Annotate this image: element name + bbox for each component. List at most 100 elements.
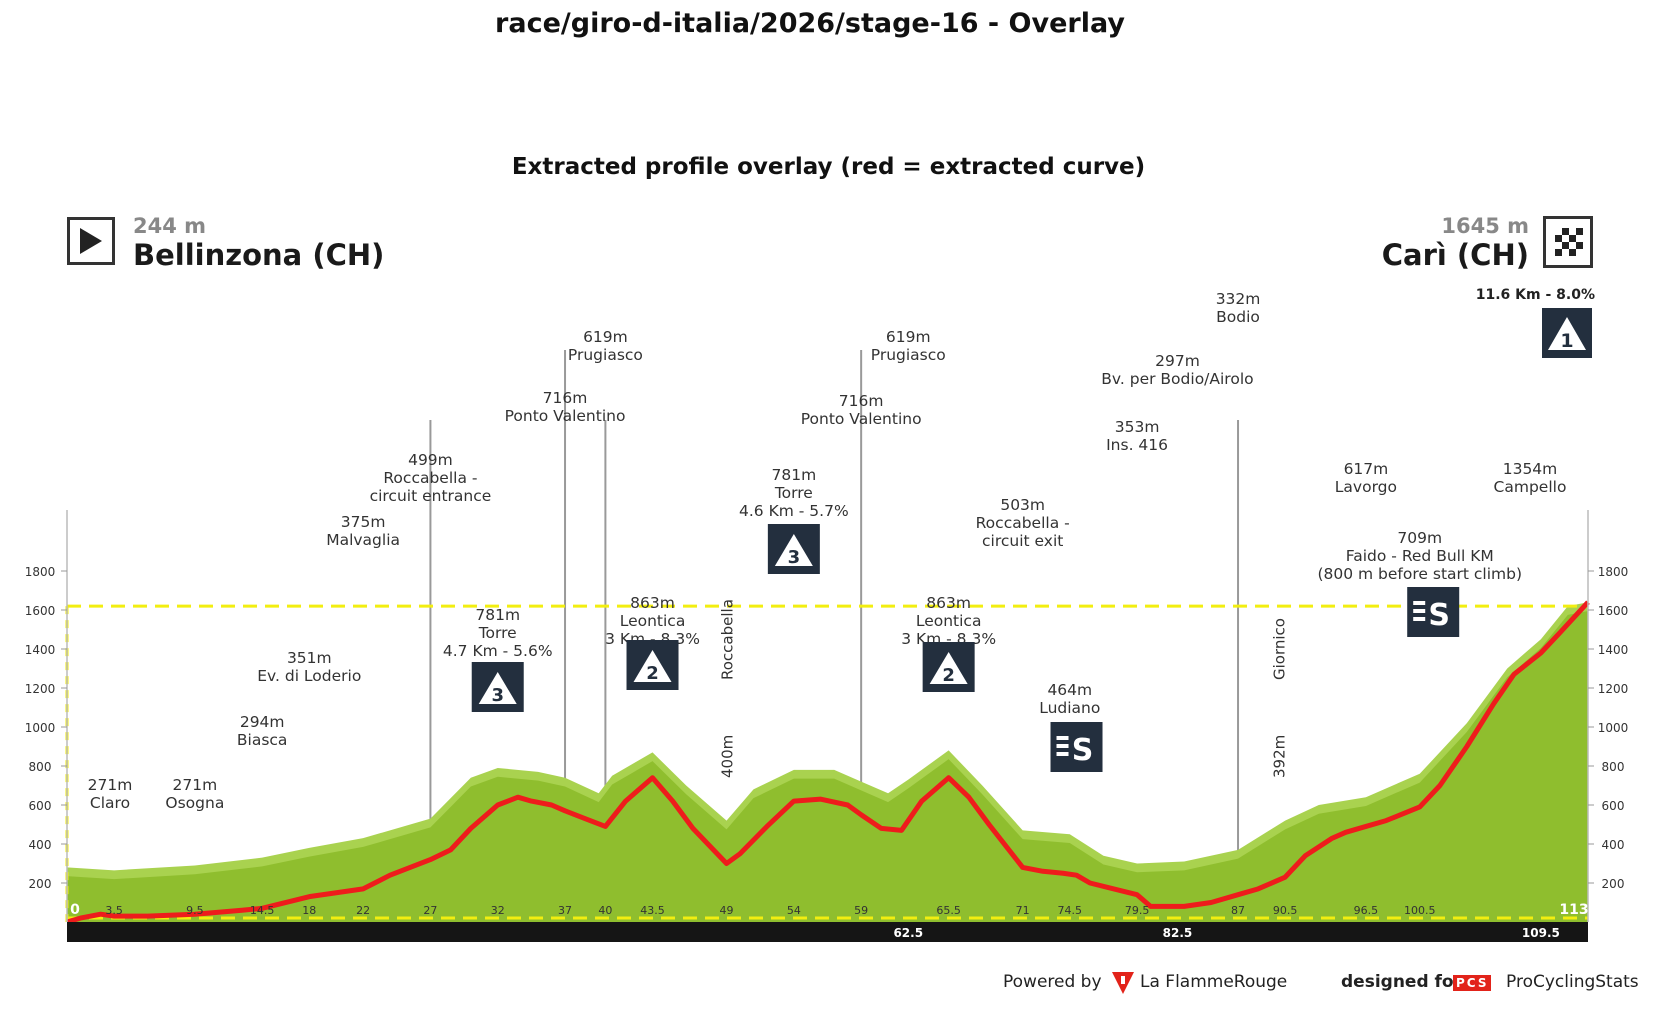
annotation-detail: circuit entrance <box>370 487 492 505</box>
badge-speed-line <box>1413 617 1426 621</box>
distance-bar-mark: 109.5 <box>1522 926 1560 940</box>
x-tick-label: 59 <box>854 904 868 917</box>
x-tick-label: 0 <box>70 902 80 918</box>
y-tick-label-right: 1000 <box>1598 721 1629 735</box>
x-tick-label: 113 <box>1559 902 1588 918</box>
vertical-place-label: Giornico <box>1270 618 1288 680</box>
climb-badge-icon: 2 <box>922 642 975 692</box>
annotation-name: Osogna <box>165 794 224 812</box>
annotation-name: Roccabella - <box>976 514 1070 532</box>
x-tick-label: 40 <box>598 904 612 917</box>
badges-layer: 3 2 3 2 S S <box>471 524 1460 772</box>
climb-badge-icon: 2 <box>626 640 679 690</box>
vertical-alt-label: 392m <box>1270 735 1288 778</box>
annotation-name: Biasca <box>237 731 288 749</box>
badge-speed-line <box>1056 736 1069 740</box>
distance-bar-mark: 82.5 <box>1163 926 1193 940</box>
annotation-alt: 271m <box>173 776 218 794</box>
final-climb-info: 11.6 Km - 8.0% <box>1475 287 1595 303</box>
x-tick-label: 3.5 <box>105 904 123 917</box>
annotation-alt: 499m <box>408 451 453 469</box>
curve-layer <box>66 600 1590 925</box>
annotation-alt: 716m <box>543 389 588 407</box>
annotation-name: Ev. di Loderio <box>257 667 361 685</box>
x-tick-label: 27 <box>423 904 437 917</box>
vertical-alt-label: 400m <box>719 735 737 778</box>
y-tick-label-left: 200 <box>29 877 52 891</box>
badge-label: 3 <box>491 685 504 706</box>
annotation-alt: 781m <box>772 466 817 484</box>
y-tick-label-left: 1400 <box>25 643 56 657</box>
x-tick-label: 90.5 <box>1273 904 1298 917</box>
annotation-alt: 294m <box>240 713 285 731</box>
annotation-alt: 617m <box>1344 460 1389 478</box>
annotation-alt: 351m <box>287 649 332 667</box>
y-tick-label-right: 800 <box>1602 760 1625 774</box>
annotation-detail: 4.7 Km - 5.6% <box>443 642 553 660</box>
y-tick-label-left: 600 <box>29 799 52 813</box>
annotation-alt: 863m <box>630 594 675 612</box>
y-tick-label-left: 1000 <box>25 721 56 735</box>
annotation-name: Bodio <box>1216 308 1260 326</box>
annotation-name: Faido - Red Bull KM <box>1346 547 1494 565</box>
x-tick-label: 14.5 <box>250 904 275 917</box>
y-tick-label-right: 1200 <box>1598 682 1629 696</box>
annotation-name: Prugiasco <box>568 346 643 364</box>
start-flag-icon <box>67 217 115 265</box>
terrain-layer <box>67 602 1588 922</box>
badge-label: 2 <box>942 665 955 686</box>
x-tick-label: 100.5 <box>1404 904 1436 917</box>
x-tick-label: 74.5 <box>1058 904 1083 917</box>
badge-speed-line <box>1056 752 1069 756</box>
flamme-rouge-logo-icon <box>1112 972 1134 994</box>
vertical-place-label: Roccabella <box>719 599 737 680</box>
y-tick-label-left: 1200 <box>25 682 56 696</box>
annotation-name: Ponto Valentino <box>505 407 626 425</box>
window-title: race/giro-d-italia/2026/stage-16 - Overl… <box>495 8 1125 39</box>
badge-triangle <box>633 650 672 682</box>
annotation-alt: 863m <box>926 594 971 612</box>
annotation-alt: 781m <box>475 606 520 624</box>
climb-badge-icon: 3 <box>767 524 820 574</box>
x-tick-label: 49 <box>720 904 734 917</box>
annotation-name: Torre <box>478 624 517 642</box>
terrain-area <box>67 610 1588 922</box>
y-tick-label-right: 1800 <box>1598 565 1629 579</box>
annotation-name: Roccabella - <box>383 469 477 487</box>
pcs-logo-icon: PCS <box>1453 975 1492 991</box>
annotation-alt: 619m <box>886 328 931 346</box>
footer-powered: Powered by <box>1003 972 1102 992</box>
y-tick-label-right: 400 <box>1602 838 1625 852</box>
annotation-name: Leontica <box>916 612 982 630</box>
annotation-detail: (800 m before start climb) <box>1317 565 1522 583</box>
annotation-alt: 353m <box>1115 418 1160 436</box>
finish-flag-icon <box>1543 216 1593 268</box>
footer-brand: La FlammeRouge <box>1140 972 1288 992</box>
sprint-badge-icon: S <box>1407 587 1460 637</box>
y-tick-label-right: 600 <box>1602 799 1625 813</box>
finish-altitude: 1645 m <box>1441 214 1529 238</box>
y-tick-label-right: 1400 <box>1598 643 1629 657</box>
start-altitude: 244 m <box>133 214 207 238</box>
annotation-name: Ins. 416 <box>1106 436 1168 454</box>
x-tick-label: 18 <box>302 904 316 917</box>
climb-badge-icon: 3 <box>471 662 524 712</box>
distance-bar-mark: 62.5 <box>893 926 923 940</box>
